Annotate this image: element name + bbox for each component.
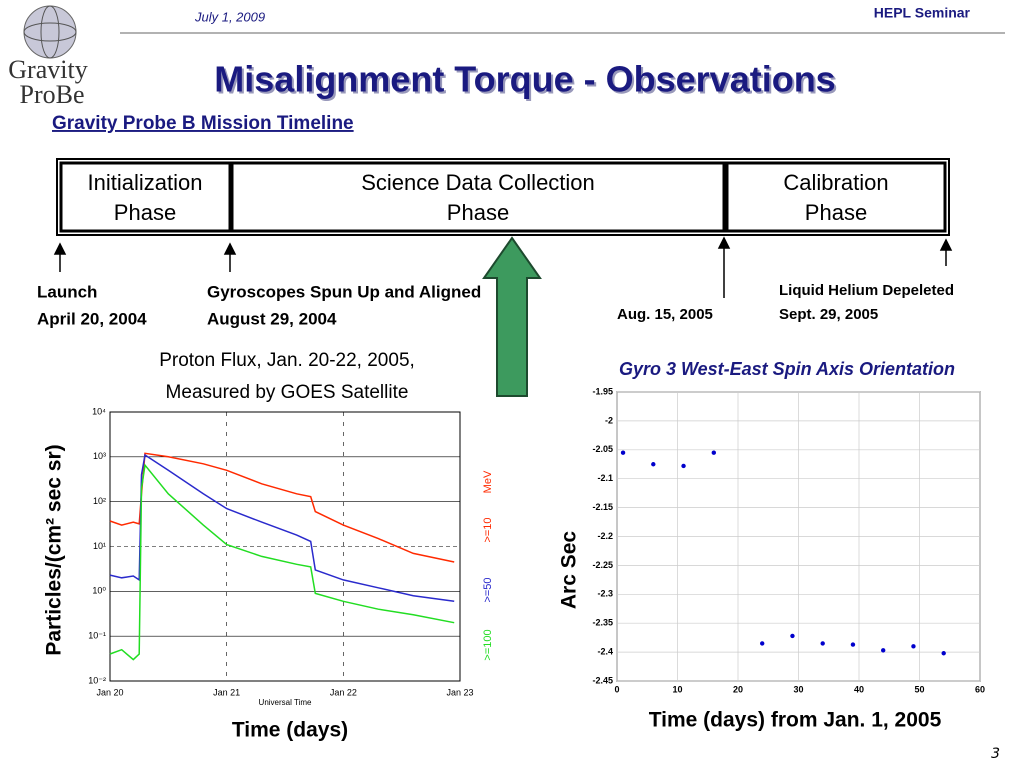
title: Misalignment Torque - Observations [214,59,835,100]
x-axis-label: Time (days) from Jan. 1, 2005 [649,709,942,732]
phase-box [59,161,232,233]
event-label: August 29, 2004 [207,309,337,328]
y-tick-label: 10⁰ [92,586,106,596]
data-line [109,452,455,563]
event-label: Liquid Helium Depeleted [779,282,954,299]
event-arrows [53,236,953,298]
logo-text: Gravity [8,55,87,84]
page-number: 3 [991,746,1000,762]
y-tick-label: 10² [93,496,106,506]
x-tick-label: 30 [793,684,803,694]
y-tick-label: -2 [605,415,613,425]
phase-label: Science Data Collection [361,170,595,195]
y-tick-label: 10⁻² [88,675,106,685]
x-tick-label: Jan 22 [330,687,357,697]
x-tick-label: Jan 23 [446,687,473,697]
event-label: Launch [37,282,97,301]
y-tick-label: -2.05 [592,444,613,454]
y-tick-label: -2.15 [592,502,613,512]
data-point [941,651,946,656]
y-tick-label: -2.2 [597,531,613,541]
event-label: April 20, 2004 [37,309,147,328]
phase-label: Initialization [88,170,203,195]
y-tick-label: 10⁴ [92,406,106,416]
x-tick-label: 40 [854,684,864,694]
x-tick-label: 60 [975,684,985,694]
phase-label: Calibration [783,170,888,195]
data-point [850,642,856,647]
y-tick-label: -2.3 [597,589,613,599]
data-point [711,450,716,455]
phase-box [230,161,726,233]
chart-title: Measured by GOES Satellite [166,382,409,403]
event-label: Aug. 15, 2005 [617,306,713,323]
data-point [820,641,825,646]
y-tick-label: -2.25 [592,560,613,570]
data-point [911,644,916,649]
logo-text: ProBe [20,80,85,109]
x-tick-label: 50 [914,684,924,694]
phase-label: Phase [114,200,176,225]
y-axis-label: Particles/(cm² sec sr) [43,444,66,655]
phase-label: Phase [805,200,867,225]
y-tick-label: 10¹ [93,541,106,551]
event-label: Sept. 29, 2005 [779,306,878,323]
y-tick-label: 10⁻¹ [88,631,106,641]
x-tick-label: Jan 21 [213,687,240,697]
chart-title: Gyro 3 West-East Spin Axis Orientation [619,359,955,379]
x-tick-label: 10 [672,684,682,694]
data-point [760,641,765,646]
logo: Gravity ProBe [8,5,88,109]
legend-entry: >=10 [482,517,494,542]
phase-label: Phase [447,200,509,225]
title-shadow: Misalignment Torque - Observations [216,61,837,102]
x-tick-label: Jan 20 [96,687,123,697]
x-tick-label: 20 [733,684,743,694]
y-tick-label: 10³ [93,451,106,461]
data-point [881,648,886,653]
data-line [109,463,455,661]
timeline-heading: Gravity Probe B Mission Timeline [52,113,354,134]
axis-label: Universal Time [259,698,312,707]
x-tick-label: 0 [614,684,619,694]
data-line [109,453,455,603]
unit: MeV [482,470,494,493]
legend-entry: >=50 [482,577,494,602]
x-axis-label: Time (days) [232,719,348,742]
chart-title: Proton Flux, Jan. 20-22, 2005, [159,350,415,371]
event-label: Gyroscopes Spun Up and Aligned [207,282,481,301]
y-tick-label: -2.45 [592,675,613,685]
date: July 1, 2009 [194,9,265,24]
data-point [620,450,626,455]
data-point [681,463,686,469]
y-tick-label: -2.4 [597,646,613,656]
y-tick-label: -1.95 [592,386,613,396]
phase-box [725,161,947,233]
y-axis-label: Arc Sec [558,531,581,610]
data-point [790,633,795,639]
y-tick-label: -2.35 [592,618,613,628]
pointer-arrow [482,236,542,397]
y-tick-label: -2.1 [597,473,613,483]
data-point [651,462,656,467]
seminar: HEPL Seminar [874,5,971,21]
legend-entry: >=100 [482,629,494,660]
